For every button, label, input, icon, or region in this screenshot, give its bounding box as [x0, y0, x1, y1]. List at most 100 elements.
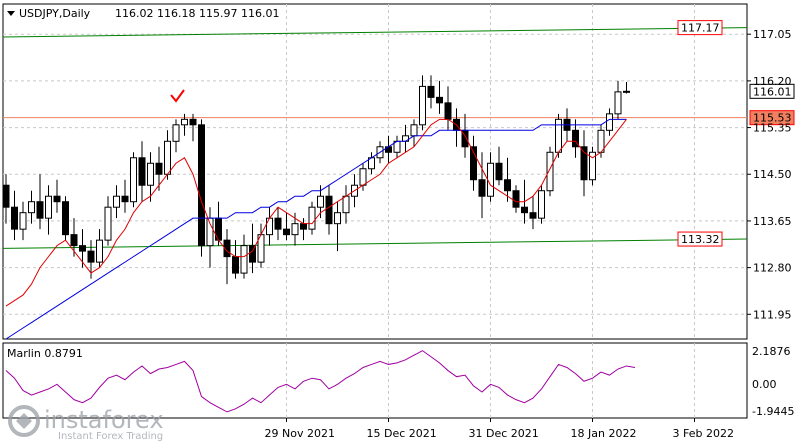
current-price-box	[749, 83, 795, 99]
candle-body	[28, 201, 35, 214]
candle-body	[11, 206, 18, 230]
candle-body	[198, 124, 205, 247]
candle-body	[274, 217, 282, 230]
time-tick-label: 3 Feb 2022	[673, 427, 734, 440]
candle-body	[359, 168, 367, 186]
price-tick-label: 115.35	[753, 122, 792, 135]
candle-body	[283, 228, 290, 236]
dropdown-arrow-icon[interactable]	[7, 11, 15, 16]
candle-body	[70, 234, 78, 247]
candle-body	[427, 85, 435, 98]
symbol-title: USDJPY,Daily	[19, 7, 91, 20]
grid	[3, 4, 747, 418]
candle-body	[444, 102, 452, 120]
candle-body	[147, 162, 154, 186]
level-label-text: 113.32	[681, 233, 720, 246]
level-label-box	[677, 20, 723, 36]
candle-body	[529, 212, 537, 219]
level-line	[2, 238, 748, 249]
logo-mark-inner	[16, 413, 32, 429]
instaforex-logo: instaforex Instant Forex Trading	[8, 405, 164, 442]
price-tick-label: 116.20	[753, 75, 792, 88]
checkmark-icon	[170, 89, 185, 103]
level-label-text: 115.53	[753, 112, 792, 125]
candle-body	[342, 195, 350, 214]
price-tick-label: 117.05	[753, 28, 792, 41]
candle-body	[87, 250, 95, 263]
indicator-level-zero: 0.00	[752, 378, 777, 391]
candle-body	[538, 190, 545, 219]
logo-mark	[8, 405, 40, 437]
time-tick-label: 15 Dec 2021	[367, 427, 437, 440]
candle-body	[623, 90, 630, 93]
current-price-label: 116.01	[753, 85, 792, 98]
candle-body	[512, 190, 520, 208]
candle-body	[2, 184, 10, 208]
candle-body	[121, 195, 129, 203]
price-tick-label: 111.95	[753, 308, 792, 321]
level-lines: 117.17 115.53 113.32	[2, 20, 795, 249]
time-axis: 29 Nov 2021 15 Dec 2021 31 Dec 2021 18 Jan …	[265, 418, 734, 440]
indicator-label: Marlin 0.8791	[7, 347, 83, 360]
candle-body	[291, 223, 299, 236]
candle-body	[546, 151, 554, 192]
candle-body	[130, 157, 137, 203]
candle-body	[155, 162, 163, 175]
ma-slow-line	[5, 118, 627, 340]
candle-body	[223, 239, 231, 258]
candle-body	[504, 179, 511, 192]
candle-body	[45, 195, 52, 219]
candle-body	[104, 206, 112, 241]
candle-body	[606, 113, 613, 131]
oscillator-line	[5, 350, 636, 413]
time-tick-label: 29 Nov 2021	[265, 427, 335, 440]
candle-body	[308, 206, 316, 230]
price-axis: 117.05 116.20 115.35 114.50 113.65 112.80 111.…	[747, 28, 792, 321]
oscillator	[5, 350, 636, 413]
candle-body	[572, 129, 579, 148]
candle-body	[62, 201, 69, 236]
candle-body	[36, 201, 44, 219]
candle-body	[113, 195, 120, 208]
candle-body	[555, 118, 562, 153]
candle-body	[419, 85, 426, 126]
candle-body	[138, 157, 146, 186]
candle-body	[580, 146, 588, 181]
candle-body	[232, 256, 239, 274]
candle-body	[189, 118, 197, 126]
time-tick-label: 18 Jan 2022	[571, 427, 637, 440]
candle-body	[317, 195, 324, 208]
candle-body	[436, 96, 443, 104]
candle-body	[470, 146, 477, 181]
candle-body	[249, 245, 256, 263]
level-label-box	[749, 110, 795, 126]
candles	[2, 75, 630, 285]
candle-body	[240, 245, 248, 274]
moving-averages: 116.01	[5, 83, 795, 340]
candle-body	[266, 217, 273, 236]
logo-brand: instaforex	[44, 406, 164, 434]
candle-body	[79, 245, 86, 252]
indicator-panel-frame	[2, 342, 748, 419]
candle-body	[410, 124, 418, 137]
candle-body	[53, 195, 61, 203]
candle-body	[614, 91, 622, 115]
candle-body	[19, 212, 27, 230]
price-tick-label: 114.50	[753, 168, 792, 181]
level-line	[2, 27, 748, 38]
candle-body	[495, 162, 503, 181]
candle-body	[487, 162, 494, 197]
time-tick-label: 31 Dec 2021	[469, 427, 539, 440]
indicator-level-high: 2.1876	[752, 345, 791, 358]
logo-tagline: Instant Forex Trading	[58, 431, 163, 442]
indicator-level-low: -1.9445	[752, 405, 794, 418]
ma-fast-line	[5, 118, 627, 307]
candle-body	[96, 239, 103, 263]
price-panel-frame	[2, 3, 748, 340]
level-label-text: 117.17	[681, 22, 720, 35]
candle-body	[172, 124, 180, 142]
ohlc-values: 116.02 116.18 115.97 116.01	[115, 7, 279, 20]
price-tick-label: 112.80	[753, 262, 792, 275]
candle-body	[181, 118, 188, 126]
